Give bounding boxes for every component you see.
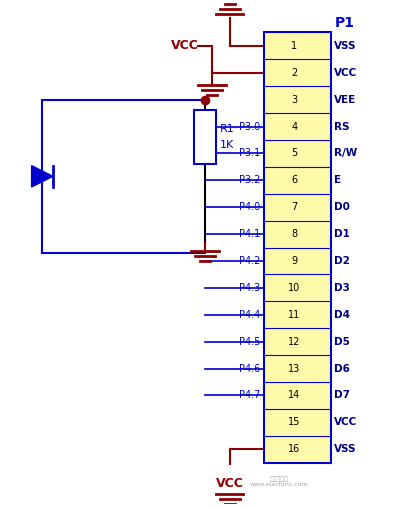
Text: VCC: VCC	[171, 40, 198, 52]
Text: 12: 12	[288, 337, 301, 347]
Text: P4.1: P4.1	[239, 229, 260, 239]
Text: 5: 5	[291, 149, 297, 159]
Text: D1: D1	[334, 229, 350, 239]
Text: 8: 8	[291, 229, 297, 239]
Bar	[264, 32, 331, 463]
Text: VCC: VCC	[334, 68, 358, 78]
Text: 13: 13	[288, 364, 300, 374]
Polygon shape	[32, 166, 53, 187]
Text: VSS: VSS	[334, 444, 357, 454]
Text: 电子发烧友
www.elecfans.com: 电子发烧友 www.elecfans.com	[250, 476, 308, 487]
Text: 3: 3	[291, 95, 297, 104]
Text: 1K: 1K	[220, 140, 234, 150]
Text: 16: 16	[288, 444, 300, 454]
Text: 2: 2	[291, 68, 297, 78]
Text: RS: RS	[334, 122, 350, 131]
Text: R/W: R/W	[334, 149, 358, 159]
Text: VSS: VSS	[334, 41, 357, 51]
Text: VCC: VCC	[334, 417, 358, 427]
Text: D2: D2	[334, 256, 350, 266]
Text: P4.4: P4.4	[239, 310, 260, 320]
Text: P4.5: P4.5	[239, 337, 260, 347]
Text: 4: 4	[291, 122, 297, 131]
Text: 7: 7	[291, 202, 297, 212]
Text: D3: D3	[334, 283, 350, 293]
Text: D4: D4	[334, 310, 350, 320]
Text: VEE: VEE	[334, 95, 356, 104]
Text: 11: 11	[288, 310, 300, 320]
Text: D6: D6	[334, 364, 350, 374]
Text: D5: D5	[334, 337, 350, 347]
Text: P3.0: P3.0	[239, 122, 260, 131]
Text: 6: 6	[291, 175, 297, 186]
Text: 10: 10	[288, 283, 300, 293]
Text: 15: 15	[288, 417, 301, 427]
Text: R1: R1	[220, 124, 234, 134]
Text: 14: 14	[288, 390, 300, 401]
Text: P4.3: P4.3	[239, 283, 260, 293]
Text: P4.2: P4.2	[239, 256, 260, 266]
Text: 1: 1	[291, 41, 297, 51]
Text: VCC: VCC	[216, 477, 243, 490]
Bar	[194, 110, 216, 164]
Text: D7: D7	[334, 390, 350, 401]
Text: P3.2: P3.2	[239, 175, 260, 186]
Text: P4.6: P4.6	[239, 364, 260, 374]
Text: 9: 9	[291, 256, 297, 266]
Text: P4.7: P4.7	[239, 390, 260, 401]
Text: P3.1: P3.1	[239, 149, 260, 159]
Text: D0: D0	[334, 202, 350, 212]
Text: P4.0: P4.0	[239, 202, 260, 212]
Text: P1: P1	[335, 16, 355, 30]
Text: E: E	[334, 175, 342, 186]
